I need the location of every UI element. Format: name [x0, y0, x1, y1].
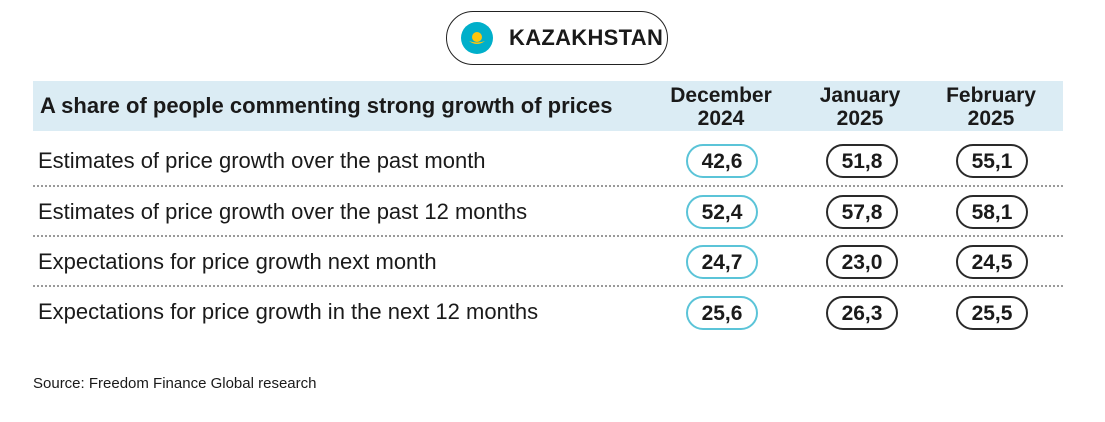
value-cell: 58,1: [956, 195, 1028, 229]
value-cell: 42,6: [686, 144, 758, 178]
value-cell: 25,5: [956, 296, 1028, 330]
value-cell: 52,4: [686, 195, 758, 229]
value-cell: 26,3: [826, 296, 898, 330]
value-cell: 23,0: [826, 245, 898, 279]
value-cell: 57,8: [826, 195, 898, 229]
value-cell: 25,6: [686, 296, 758, 330]
row-divider: [33, 235, 1063, 237]
column-header-february-2025: February 2025: [946, 84, 1036, 130]
row-label: Estimates of price growth over the past …: [38, 148, 486, 173]
row-label: Estimates of price growth over the past …: [38, 199, 528, 224]
value-cell: 24,5: [956, 245, 1028, 279]
table-title: A share of people commenting strong grow…: [40, 93, 613, 118]
value-cell: 24,7: [686, 245, 758, 279]
row-label: Expectations for price growth in the nex…: [38, 299, 539, 324]
row-divider: [33, 185, 1063, 187]
row-label: Expectations for price growth next month: [38, 249, 437, 274]
value-cell: 55,1: [956, 144, 1028, 178]
column-header-january-2025: January 2025: [819, 84, 901, 130]
value-cell: 51,8: [826, 144, 898, 178]
column-header-december-2024: December 2024: [670, 84, 772, 130]
country-name: KAZAKHSTAN: [509, 25, 664, 50]
row-divider: [33, 285, 1063, 287]
country-badge: KAZAKHSTAN: [446, 11, 668, 65]
source-note: Source: Freedom Finance Global research: [33, 375, 317, 392]
kazakhstan-flag-icon: [461, 22, 493, 54]
table-header-band: [33, 81, 1063, 131]
